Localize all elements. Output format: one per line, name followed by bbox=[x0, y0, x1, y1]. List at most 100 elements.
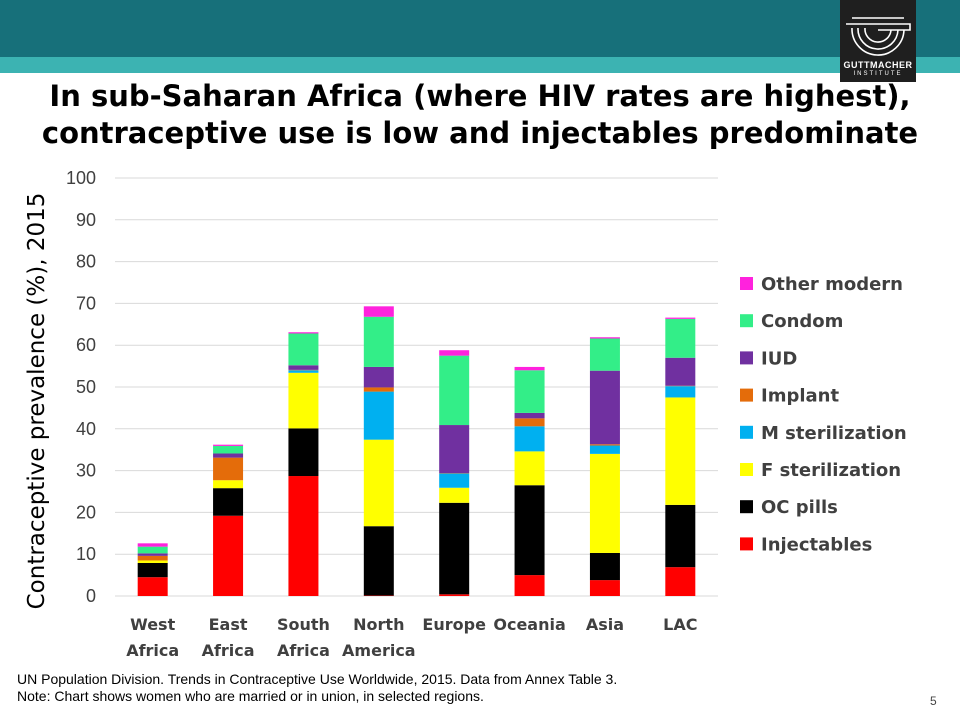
bar-segment bbox=[589, 338, 620, 371]
bar-segment bbox=[137, 555, 168, 561]
bar-segment bbox=[589, 337, 620, 339]
slide-title: In sub-Saharan Africa (where HIV rates a… bbox=[0, 78, 960, 152]
bar-segment bbox=[213, 480, 244, 489]
bar-segment bbox=[213, 453, 244, 458]
y-tick-label: 90 bbox=[76, 210, 96, 230]
legend-swatch bbox=[740, 277, 753, 290]
footnote-note: Note: Chart shows women who are married … bbox=[17, 688, 484, 704]
bar-segment bbox=[363, 366, 394, 388]
bar-segment bbox=[514, 485, 545, 576]
y-tick-label: 50 bbox=[76, 377, 96, 397]
stacked-bar-chart: 0 10 20 30 40 50 60 70 80 90 100 Contraceptive prev… bbox=[24, 168, 907, 660]
y-tick-label: 60 bbox=[76, 335, 96, 355]
bar-segment bbox=[589, 445, 620, 454]
bar-segment bbox=[665, 567, 696, 596]
bar-segment bbox=[137, 553, 168, 556]
title-line-2: contraceptive use is low and injectables… bbox=[41, 116, 919, 150]
bar-segment bbox=[589, 370, 620, 445]
bar-segment bbox=[665, 357, 696, 386]
bar-segment bbox=[589, 552, 620, 581]
legend-label: Condom bbox=[761, 311, 843, 332]
legend-label: Implant bbox=[761, 386, 839, 407]
bar-segment bbox=[213, 445, 244, 454]
legend-swatch bbox=[740, 537, 753, 551]
x-tick-label: LAC bbox=[663, 615, 697, 634]
bar-segment bbox=[213, 488, 244, 516]
bar-segment bbox=[514, 575, 545, 596]
bar-segment bbox=[288, 370, 319, 373]
bar-segment bbox=[514, 366, 545, 371]
logo-name: GUTTMACHER bbox=[843, 60, 913, 70]
legend-label: IUD bbox=[761, 348, 797, 369]
y-tick-label: 70 bbox=[76, 293, 96, 313]
bar-segment bbox=[439, 425, 470, 474]
bar-segment bbox=[439, 487, 470, 503]
x-tick-label: Europe bbox=[422, 615, 486, 634]
x-tick-label: Oceania bbox=[493, 615, 565, 634]
bar-segment bbox=[665, 317, 696, 319]
bar-segment bbox=[439, 355, 470, 426]
legend-swatch bbox=[740, 463, 753, 476]
bar-segment bbox=[665, 397, 696, 505]
bar-segment bbox=[213, 444, 244, 446]
bar-segment bbox=[363, 316, 394, 367]
bar-segment bbox=[514, 451, 545, 486]
x-tick-label: East bbox=[209, 615, 248, 634]
bar-segment bbox=[288, 332, 319, 334]
bar-segment bbox=[288, 333, 319, 366]
legend-label: F sterilization bbox=[761, 460, 901, 481]
legend-swatch bbox=[740, 351, 753, 365]
x-tick-label: Africa bbox=[126, 641, 179, 660]
y-axis-title: Contraceptive prevalence (%), 2015 bbox=[24, 193, 50, 610]
bar-segment bbox=[665, 386, 696, 398]
bar-segment bbox=[439, 594, 470, 596]
bar-segment bbox=[363, 391, 394, 440]
footnote-source: UN Population Division. Trends in Contra… bbox=[17, 671, 618, 687]
y-tick-label: 20 bbox=[76, 502, 96, 522]
y-tick-label: 100 bbox=[66, 168, 96, 188]
header-band bbox=[0, 0, 960, 57]
bar-segment bbox=[288, 372, 319, 429]
legend-label: OC pills bbox=[761, 497, 838, 518]
bar-segment bbox=[589, 580, 620, 596]
bar-segment bbox=[439, 502, 470, 595]
title-line-1: In sub-Saharan Africa (where HIV rates a… bbox=[49, 79, 911, 113]
x-tick-label: Africa bbox=[277, 641, 330, 660]
y-tick-label: 30 bbox=[76, 461, 96, 481]
x-tick-label: America bbox=[342, 641, 416, 660]
bar-segment bbox=[213, 515, 244, 596]
x-tick-label: North bbox=[353, 615, 404, 634]
legend-label: Injectables bbox=[761, 534, 872, 555]
guttmacher-logo: GUTTMACHER INSTITUTE bbox=[840, 0, 916, 82]
bar-segment bbox=[439, 473, 470, 488]
legend-label: Other modern bbox=[761, 274, 903, 295]
legend-swatch bbox=[740, 388, 753, 402]
footnote: UN Population Division. Trends in Contra… bbox=[17, 671, 617, 705]
bar-segment bbox=[363, 439, 394, 527]
bar-segment bbox=[514, 418, 545, 427]
y-tick-label: 10 bbox=[76, 544, 96, 564]
bar-segment bbox=[589, 453, 620, 553]
bar-segment bbox=[137, 560, 168, 563]
bar-segment bbox=[363, 526, 394, 596]
y-tick-label: 80 bbox=[76, 252, 96, 272]
bar-segment bbox=[665, 504, 696, 568]
legend-swatch bbox=[740, 500, 753, 514]
x-tick-label: Africa bbox=[202, 641, 255, 660]
x-tick-label: South bbox=[277, 615, 330, 634]
x-tick-label: Asia bbox=[586, 615, 624, 634]
bar-segment bbox=[288, 365, 319, 370]
bar-segment bbox=[363, 306, 394, 317]
bar-segment bbox=[514, 370, 545, 413]
y-tick-label: 0 bbox=[86, 586, 96, 606]
bar-segment bbox=[288, 428, 319, 477]
bar-segment bbox=[137, 546, 168, 554]
bar-segment bbox=[363, 387, 394, 392]
bar-segment bbox=[288, 476, 319, 596]
bar-segment bbox=[514, 412, 545, 419]
x-tick-label: West bbox=[130, 615, 175, 634]
bar-segment bbox=[213, 457, 244, 481]
slide-number: 5 bbox=[930, 694, 937, 708]
bar-segment bbox=[514, 426, 545, 452]
logo-subtitle: INSTITUTE bbox=[853, 71, 903, 77]
